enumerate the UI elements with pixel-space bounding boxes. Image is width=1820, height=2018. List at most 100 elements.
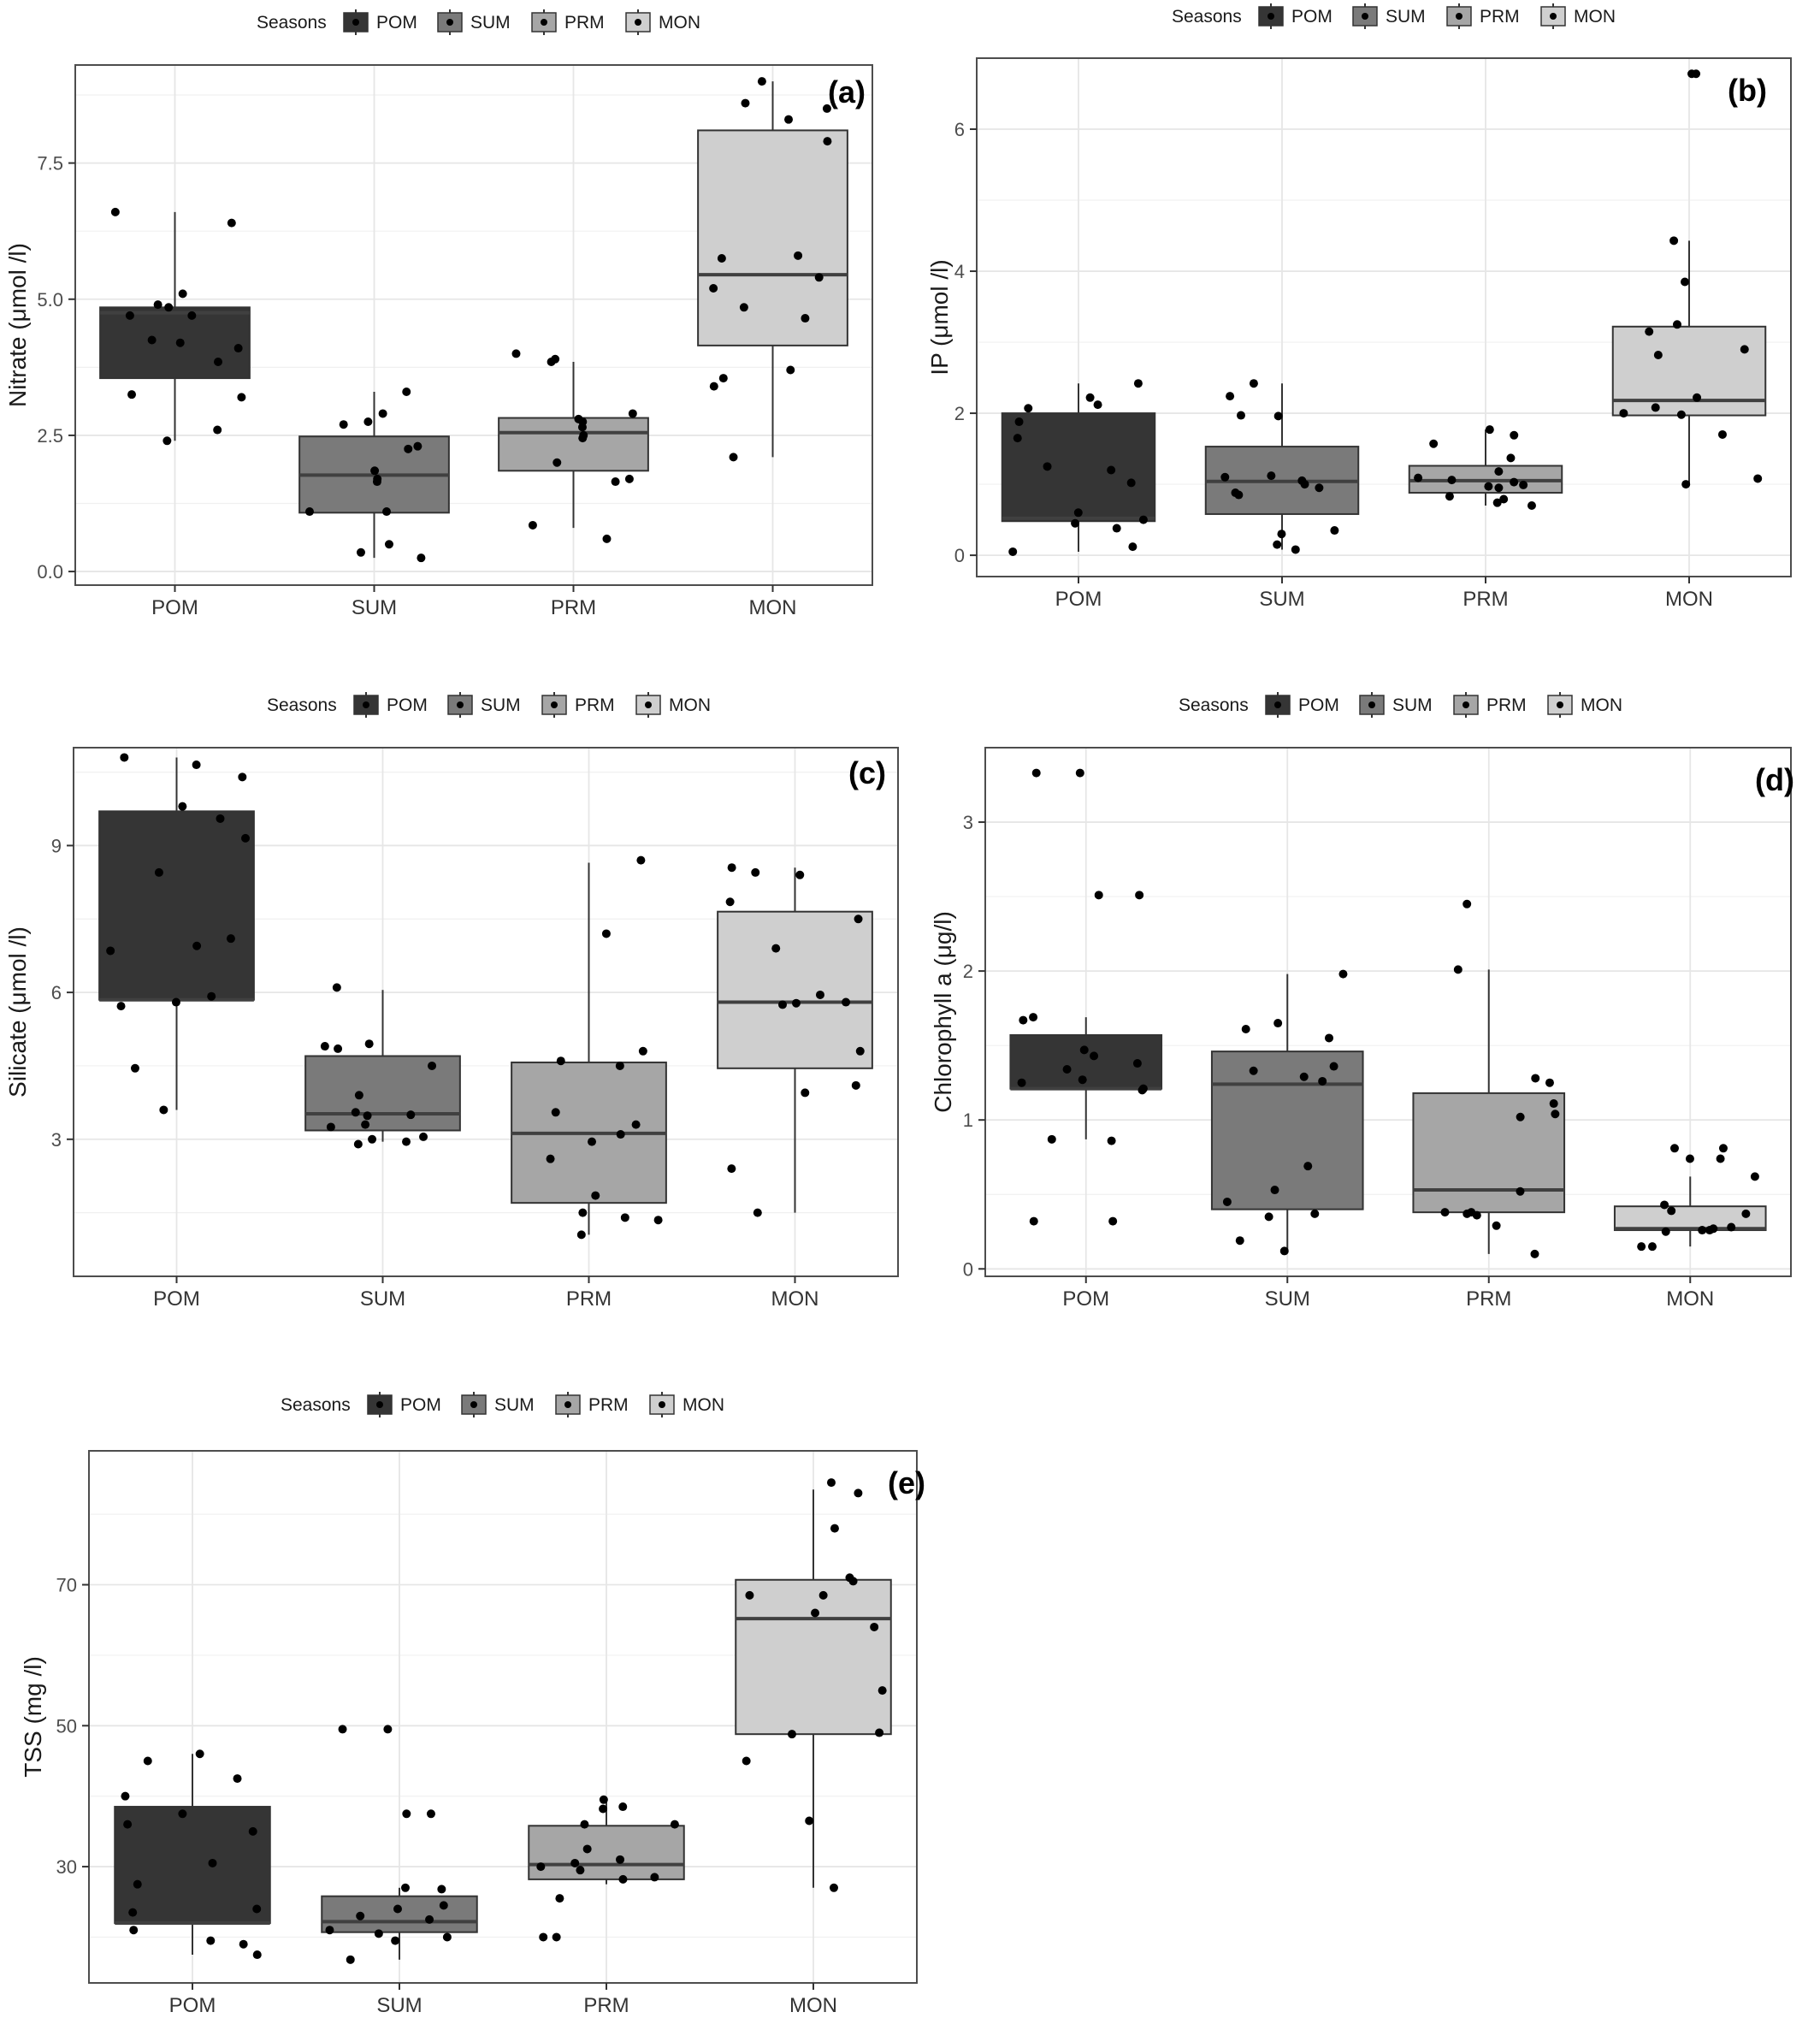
data-point <box>1551 1110 1560 1119</box>
points-sum <box>1222 969 1348 1256</box>
data-point <box>383 1725 393 1734</box>
data-point <box>624 474 634 483</box>
data-point <box>354 1091 363 1100</box>
x-tick-label: SUM <box>1265 1287 1310 1311</box>
data-point <box>631 1120 641 1129</box>
data-point <box>1090 1051 1099 1061</box>
data-point <box>213 425 222 435</box>
data-point <box>129 1926 139 1935</box>
data-point <box>1492 1221 1501 1230</box>
data-point <box>1753 474 1763 483</box>
legend-label-mon: MON <box>1581 695 1622 715</box>
data-point <box>304 507 314 517</box>
points-prm <box>511 349 637 543</box>
legend-key-prm <box>541 692 567 718</box>
chart-panel-b: Seasons POM SUM PRM MON 0 2 4 6 POM SUM PRM MON IP (μ… <box>926 3 1792 611</box>
data-point <box>511 349 521 358</box>
data-point <box>725 897 735 907</box>
plot-frame <box>984 747 1792 1277</box>
y-tick-label: 0 <box>954 545 965 566</box>
data-point <box>795 870 805 879</box>
data-point <box>830 1524 839 1533</box>
x-tick-label: MON <box>771 1287 819 1311</box>
data-point <box>601 929 611 938</box>
data-point <box>1112 524 1121 533</box>
data-point <box>1291 545 1300 554</box>
data-point <box>878 1686 887 1695</box>
data-point <box>419 1132 428 1141</box>
legend-label-mon: MON <box>682 1395 724 1415</box>
data-point <box>361 1120 370 1129</box>
legend-key-dot <box>457 701 464 708</box>
y-tick-label: 2 <box>963 961 973 982</box>
data-point <box>1645 327 1654 336</box>
box <box>99 306 251 380</box>
data-point <box>1506 453 1516 463</box>
data-point <box>599 1795 608 1804</box>
plot-frame <box>88 1450 918 1984</box>
legend-key-dot <box>363 701 369 708</box>
boxplot-sum <box>321 1887 478 1960</box>
data-point <box>1698 1226 1707 1235</box>
legend-key-mon <box>625 9 651 35</box>
data-point <box>638 1046 647 1056</box>
data-point <box>1273 1019 1283 1028</box>
points-mon <box>725 863 865 1217</box>
data-point <box>1094 891 1103 900</box>
data-point <box>717 254 726 263</box>
x-tick-label: SUM <box>376 1994 422 2017</box>
y-tick-label: 6 <box>954 119 965 140</box>
box <box>697 129 848 346</box>
data-point <box>125 311 134 320</box>
data-point <box>404 444 413 453</box>
boxplot-prm <box>1412 969 1566 1254</box>
data-point <box>1453 965 1462 974</box>
points-prm <box>1440 899 1560 1258</box>
legend-key-dot <box>564 1401 571 1408</box>
y-tick-label: 3 <box>963 812 973 833</box>
data-point <box>326 1122 335 1132</box>
data-point <box>854 1488 863 1498</box>
legend-key-sum <box>1359 692 1385 718</box>
legend-key-dot <box>446 19 453 26</box>
points-pom <box>106 753 251 1115</box>
legend-key-sum <box>437 9 463 35</box>
boxplot-sum <box>1210 973 1364 1252</box>
data-point <box>1462 1209 1472 1218</box>
data-point <box>794 251 803 260</box>
legend-key-dot <box>551 701 558 708</box>
boxplot-pom <box>1001 383 1156 552</box>
data-point <box>1727 1222 1736 1232</box>
box <box>98 810 255 1001</box>
data-point <box>1705 1226 1714 1235</box>
data-point <box>1510 430 1519 440</box>
data-point <box>1472 1210 1481 1220</box>
legend: Seasons POM SUM PRM MON <box>267 692 711 718</box>
data-point <box>1108 1216 1118 1226</box>
data-point <box>814 273 824 282</box>
data-point <box>1078 1075 1087 1085</box>
data-point <box>1447 476 1457 485</box>
data-point <box>391 1936 400 1945</box>
data-point <box>1681 480 1691 489</box>
data-point <box>570 1858 580 1867</box>
y-tick-label: 9 <box>51 835 62 856</box>
data-point <box>1681 277 1690 287</box>
data-point <box>153 300 162 310</box>
box <box>735 1578 892 1736</box>
data-point <box>162 436 172 446</box>
data-point <box>578 1208 588 1217</box>
data-point <box>1519 480 1528 489</box>
data-point <box>1445 492 1454 501</box>
data-point <box>1029 1216 1038 1226</box>
legend-key-pom <box>353 692 379 718</box>
x-tick-label: MON <box>749 596 797 619</box>
data-point <box>178 289 187 299</box>
data-point <box>402 387 411 396</box>
legend-key-prm <box>555 1392 581 1417</box>
points-sum <box>325 1725 452 1964</box>
data-point <box>325 1926 334 1935</box>
data-point <box>1279 1246 1289 1256</box>
box <box>321 1895 478 1933</box>
data-point <box>1750 1172 1759 1181</box>
